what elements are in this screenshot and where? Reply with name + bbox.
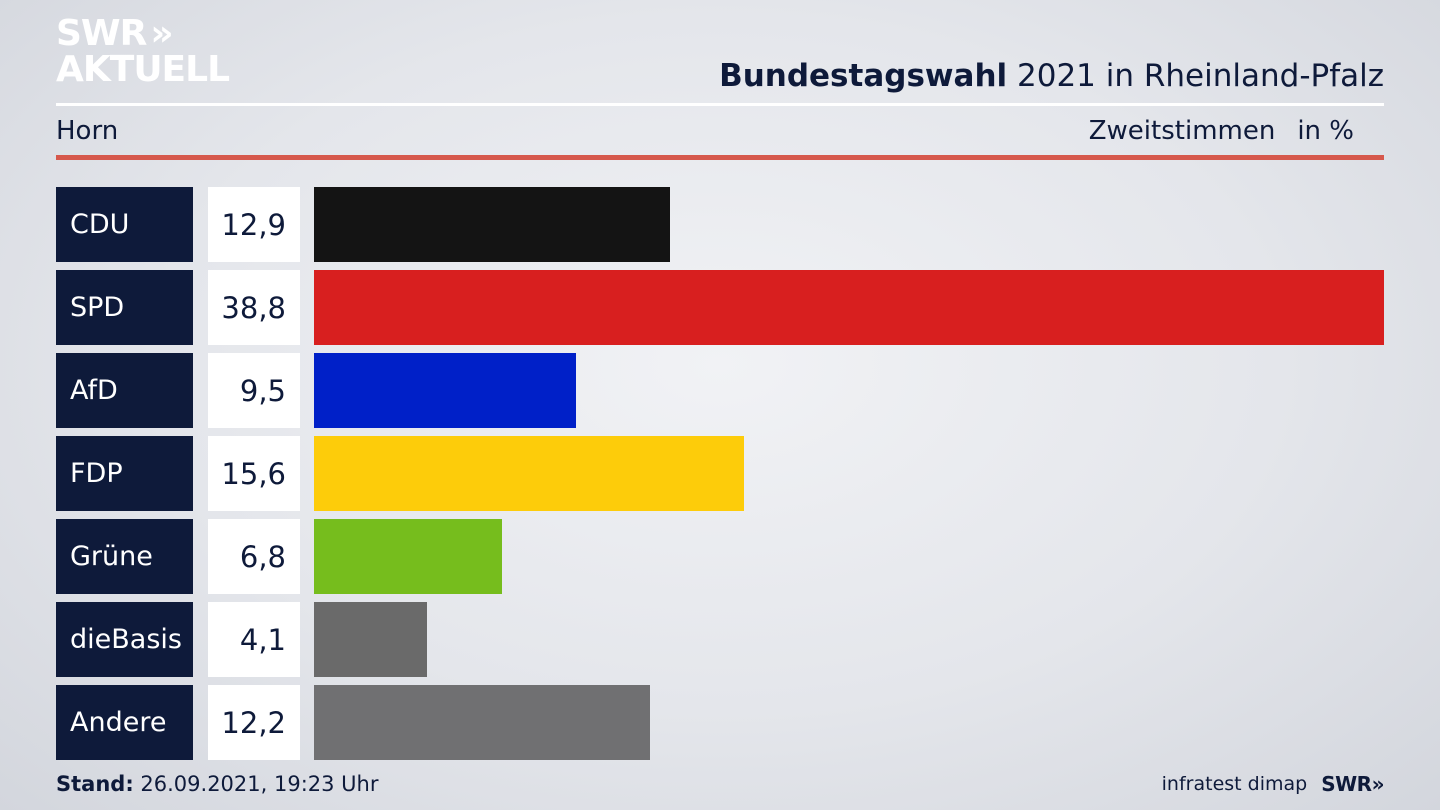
value-label: 6,8 bbox=[208, 519, 300, 594]
party-label: FDP bbox=[56, 436, 193, 511]
bar bbox=[314, 270, 1384, 345]
bar-row-andere: Andere 12,2 bbox=[56, 685, 1384, 760]
stand-value: 26.09.2021, 19:23 Uhr bbox=[133, 772, 379, 796]
logo-aktuell-text: AKTUELL bbox=[56, 49, 230, 90]
value-label: 12,2 bbox=[208, 685, 300, 760]
value-label: 12,9 bbox=[208, 187, 300, 262]
accent-divider bbox=[56, 155, 1384, 160]
title-rest: 2021 in Rheinland-Pfalz bbox=[1007, 58, 1384, 94]
region-label: Horn bbox=[56, 116, 119, 146]
party-label: Grüne bbox=[56, 519, 193, 594]
swr-aktuell-logo: SWR » AKTUELL bbox=[56, 13, 230, 90]
stand-label: Stand: bbox=[56, 772, 134, 796]
party-label: AfD bbox=[56, 353, 193, 428]
source-credit: infratest dimap SWR» bbox=[1161, 772, 1385, 796]
bar-row-spd: SPD 38,8 bbox=[56, 270, 1384, 345]
logo-arrows-icon: » bbox=[150, 13, 173, 54]
bar bbox=[314, 685, 650, 760]
party-label: CDU bbox=[56, 187, 193, 262]
page-title: Bundestagswahl 2021 in Rheinland-Pfalz bbox=[719, 58, 1384, 94]
bar-row-fdp: FDP 15,6 bbox=[56, 436, 1384, 511]
logo-swr-text: SWR bbox=[56, 13, 147, 54]
party-label: dieBasis bbox=[56, 602, 193, 677]
value-label: 4,1 bbox=[208, 602, 300, 677]
bar bbox=[314, 519, 502, 594]
bar-row-afd: AfD 9,5 bbox=[56, 353, 1384, 428]
swr-footer-logo: SWR» bbox=[1321, 772, 1384, 796]
bar bbox=[314, 353, 576, 428]
bar bbox=[314, 187, 670, 262]
header-divider bbox=[56, 103, 1384, 106]
measure-label: Zweitstimmen in % bbox=[1089, 116, 1354, 146]
bar bbox=[314, 436, 744, 511]
timestamp: Stand: 26.09.2021, 19:23 Uhr bbox=[56, 772, 379, 796]
source-text: infratest dimap bbox=[1161, 773, 1308, 795]
value-label: 9,5 bbox=[208, 353, 300, 428]
bar-row-grüne: Grüne 6,8 bbox=[56, 519, 1384, 594]
measure-text: Zweitstimmen bbox=[1088, 116, 1276, 146]
value-label: 38,8 bbox=[208, 270, 300, 345]
bar-row-diebasis: dieBasis 4,1 bbox=[56, 602, 1384, 677]
bar-row-cdu: CDU 12,9 bbox=[56, 187, 1384, 262]
party-label: Andere bbox=[56, 685, 193, 760]
unit-text: in % bbox=[1297, 116, 1354, 146]
bar bbox=[314, 602, 427, 677]
party-label: SPD bbox=[56, 270, 193, 345]
title-strong: Bundestagswahl bbox=[719, 58, 1008, 94]
value-label: 15,6 bbox=[208, 436, 300, 511]
